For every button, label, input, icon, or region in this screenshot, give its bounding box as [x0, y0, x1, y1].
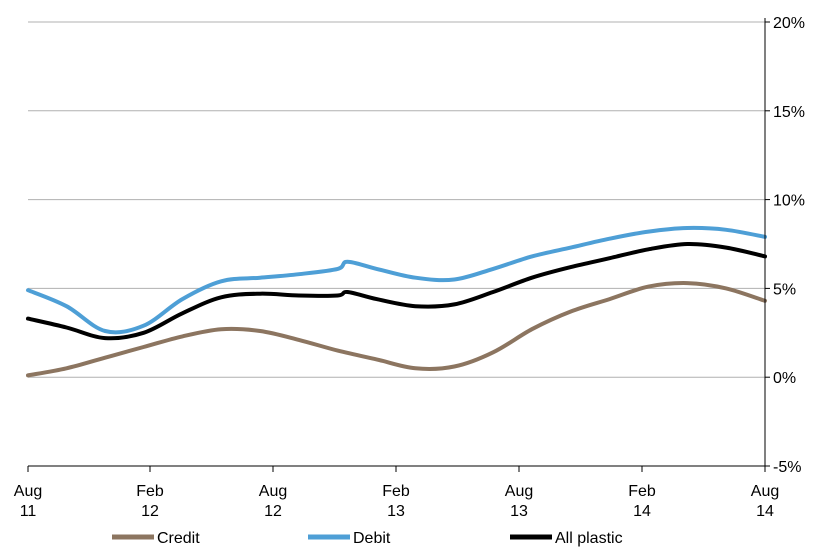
y-tick-label: 20% [773, 15, 805, 32]
y-tick-label: 0% [773, 370, 796, 387]
legend-label-credit: Credit [157, 530, 200, 547]
series-line-credit [26, 281, 767, 378]
x-tick-label-year: 12 [264, 503, 282, 520]
x-tick-label-month: Feb [382, 483, 410, 500]
axis-layer [27, 18, 770, 472]
y-tick-labels: 20% 15% 10% 5% 0% -5% [773, 15, 805, 476]
legend: Credit Debit All plastic [112, 530, 623, 547]
x-tick-label-year: 11 [20, 503, 37, 520]
y-tick-label: -5% [773, 459, 801, 476]
series-line-debit [26, 225, 767, 335]
x-tick-label-month: Aug [14, 483, 42, 500]
x-tick-label-year: 14 [756, 503, 774, 520]
y-tick-label: 15% [773, 104, 805, 121]
x-tick-label-month: Aug [259, 483, 287, 500]
x-tick-label-year: 13 [510, 503, 528, 520]
grid-layer [28, 21, 765, 378]
legend-label-debit: Debit [353, 530, 391, 547]
series-line-all-plastic [26, 241, 767, 341]
x-tick-label-year: 14 [633, 503, 651, 520]
x-tick-labels: Aug 11 Feb 12 Aug 12 Feb 13 Aug 13 Feb 14 Aug 14 [14, 483, 779, 520]
x-tick-label-month: Feb [136, 483, 164, 500]
x-tick-label-month: Aug [505, 483, 533, 500]
x-tick-label-year: 12 [141, 503, 159, 520]
series-layer [26, 225, 767, 378]
x-tick-label-year: 13 [387, 503, 405, 520]
y-tick-label: 10% [773, 193, 805, 210]
legend-label-all-plastic: All plastic [555, 530, 623, 547]
x-tick-label-month: Feb [628, 483, 656, 500]
x-tick-label-month: Aug [751, 483, 779, 500]
y-tick-label: 5% [773, 281, 796, 298]
